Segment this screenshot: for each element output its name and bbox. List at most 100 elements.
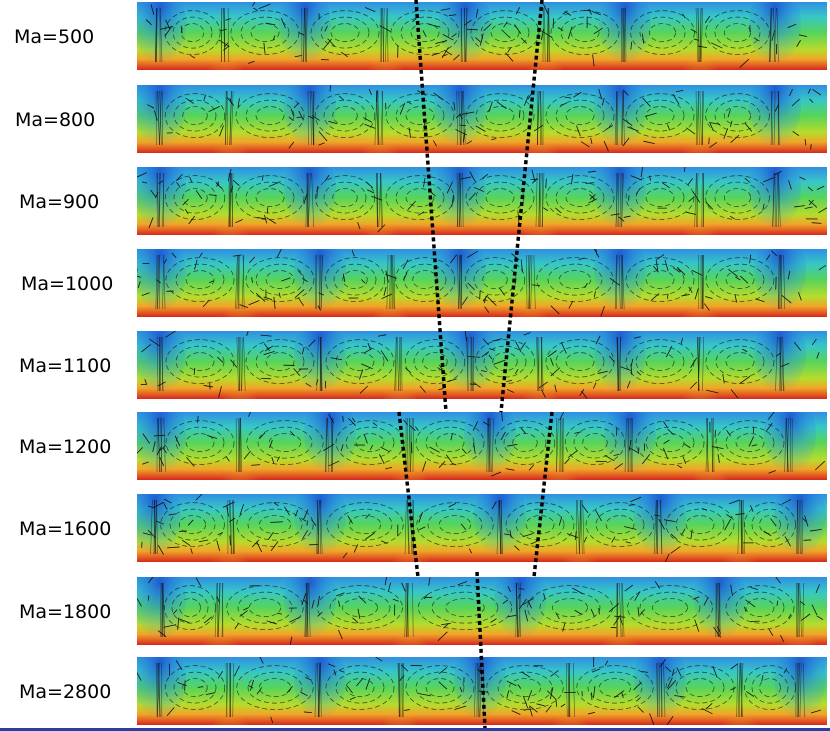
velocity-vector bbox=[182, 198, 189, 206]
velocity-vector bbox=[809, 529, 822, 532]
vortex-streamline bbox=[329, 591, 391, 624]
flow-panel-row: Ma=1100 bbox=[19, 331, 827, 399]
velocity-vector bbox=[809, 98, 814, 103]
plume-vector bbox=[621, 582, 625, 638]
velocity-vector bbox=[496, 101, 507, 109]
velocity-vector bbox=[234, 623, 239, 630]
vortex-streamline bbox=[165, 339, 235, 384]
velocity-vector bbox=[682, 456, 687, 464]
velocity-vector bbox=[578, 257, 585, 261]
plume-vector bbox=[540, 90, 543, 146]
vortex-streamline bbox=[175, 263, 225, 296]
vortex-streamline bbox=[635, 99, 685, 132]
velocity-vector bbox=[581, 390, 588, 399]
plume-vector bbox=[776, 172, 778, 228]
vortex-streamline bbox=[508, 678, 542, 697]
cold-plume bbox=[434, 85, 486, 147]
velocity-vector bbox=[442, 34, 454, 41]
velocity-vector bbox=[742, 348, 748, 353]
velocity-vector bbox=[493, 359, 506, 365]
velocity-vector bbox=[252, 2, 256, 7]
velocity-vector bbox=[664, 553, 670, 562]
velocity-vector bbox=[722, 373, 725, 384]
plume-vector bbox=[500, 499, 503, 555]
vortex-streamline bbox=[268, 433, 302, 452]
velocity-vector bbox=[501, 412, 503, 422]
velocity-vector bbox=[264, 345, 274, 352]
velocity-vector bbox=[165, 331, 177, 338]
velocity-vector bbox=[288, 141, 295, 149]
velocity-vector bbox=[761, 675, 764, 682]
velocity-vector bbox=[730, 215, 735, 220]
vortex-streamline bbox=[247, 508, 303, 541]
velocity-vector bbox=[667, 293, 669, 299]
plume-vector bbox=[702, 336, 704, 392]
vortex-streamline bbox=[255, 106, 285, 125]
plume-vector bbox=[386, 7, 389, 63]
velocity-vector bbox=[142, 532, 152, 536]
velocity-vector bbox=[692, 596, 700, 600]
velocity-vector bbox=[574, 431, 582, 434]
velocity-vector bbox=[734, 293, 738, 303]
velocity-vector bbox=[735, 513, 745, 516]
cold-plume bbox=[774, 657, 826, 719]
vortex-streamline bbox=[417, 585, 513, 630]
plume-vector bbox=[616, 336, 619, 392]
velocity-vector bbox=[709, 142, 718, 148]
plume-vector bbox=[156, 172, 160, 228]
velocity-vector bbox=[300, 692, 308, 697]
plume-vector bbox=[150, 499, 153, 555]
velocity-vector bbox=[558, 516, 563, 526]
velocity-vector bbox=[550, 687, 554, 700]
velocity-vector bbox=[807, 88, 811, 94]
cold-plume bbox=[599, 2, 651, 64]
velocity-vector bbox=[507, 47, 512, 53]
velocity-vector bbox=[184, 208, 189, 215]
velocity-vector bbox=[796, 39, 801, 47]
velocity-vector bbox=[137, 32, 138, 34]
velocity-vector bbox=[499, 287, 506, 296]
vortex-streamline bbox=[226, 585, 304, 630]
velocity-vector bbox=[554, 384, 557, 393]
velocity-vector bbox=[514, 545, 520, 551]
vortex-streamline bbox=[185, 270, 215, 289]
vortex-streamline bbox=[258, 515, 292, 534]
velocity-vector bbox=[187, 519, 194, 526]
velocity-vector bbox=[438, 667, 448, 674]
velocity-vector bbox=[641, 33, 645, 44]
velocity-vector bbox=[451, 33, 457, 38]
velocity-vector bbox=[147, 104, 155, 109]
velocity-vector bbox=[137, 598, 142, 607]
plume-vector bbox=[621, 172, 624, 228]
velocity-vector bbox=[667, 680, 677, 690]
velocity-vector bbox=[166, 707, 175, 716]
velocity-vector bbox=[377, 334, 387, 337]
plume-vector bbox=[232, 499, 235, 555]
plume-vector bbox=[407, 582, 409, 638]
velocity-vector bbox=[509, 529, 512, 538]
plume-vector bbox=[783, 254, 786, 310]
velocity-vector bbox=[627, 126, 639, 132]
velocity-vector bbox=[545, 705, 552, 713]
plume-vector bbox=[472, 336, 474, 392]
velocity-vector bbox=[787, 23, 797, 28]
vortex-streamline bbox=[390, 10, 460, 55]
velocity-vector bbox=[500, 431, 506, 441]
plume-vector bbox=[697, 7, 700, 63]
velocity-vector bbox=[203, 385, 214, 388]
velocity-vector bbox=[585, 182, 595, 184]
plume-vector bbox=[317, 499, 320, 555]
velocity-vector bbox=[543, 4, 549, 15]
velocity-vector bbox=[451, 462, 457, 466]
velocity-vector bbox=[784, 536, 791, 547]
vortex-streamline bbox=[482, 270, 508, 289]
velocity-vector bbox=[622, 137, 630, 147]
velocity-vector bbox=[323, 38, 332, 50]
vortex-streamline bbox=[724, 106, 751, 125]
plume-vector bbox=[537, 90, 540, 146]
plume-vector bbox=[477, 662, 481, 718]
vortex-streamline bbox=[175, 426, 225, 459]
velocity-vector bbox=[475, 8, 479, 18]
velocity-vector bbox=[547, 690, 557, 700]
velocity-vector bbox=[621, 692, 624, 698]
